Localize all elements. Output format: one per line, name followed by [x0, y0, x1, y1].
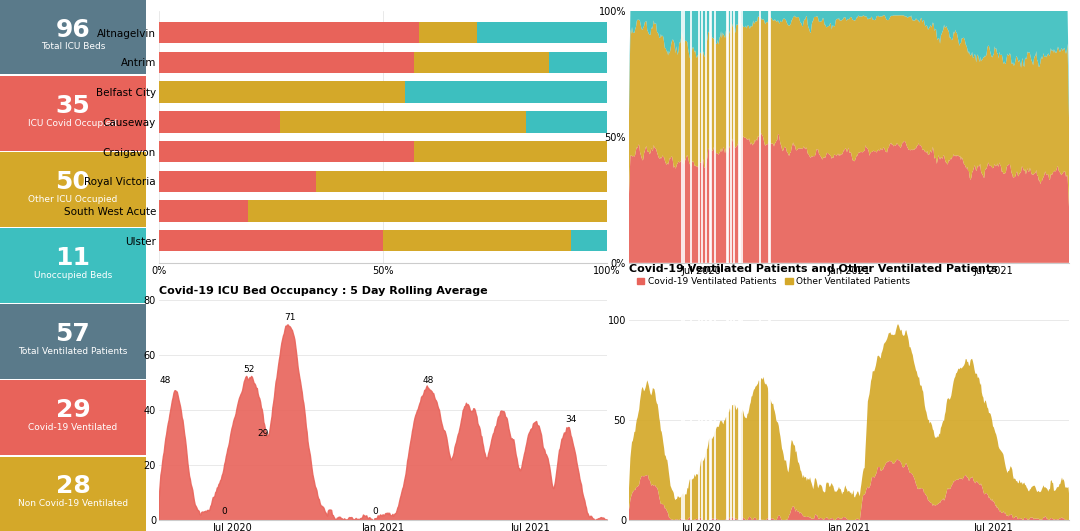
Bar: [159, 200, 248, 221]
Bar: [159, 230, 383, 251]
Text: 96: 96: [55, 18, 91, 42]
Text: 0: 0: [221, 507, 227, 516]
Bar: [159, 81, 405, 103]
Text: 29: 29: [55, 398, 91, 422]
Text: Covid-19 ICU Bed Occupancy : 5 Day Rolling Average: Covid-19 ICU Bed Occupancy : 5 Day Rolli…: [159, 286, 487, 296]
Bar: [526, 111, 607, 133]
Bar: [415, 141, 607, 162]
Text: 11: 11: [55, 246, 91, 270]
Text: Other ICU Occupied: Other ICU Occupied: [28, 194, 118, 203]
Bar: [383, 230, 571, 251]
Text: Covid-19 Ventilated Patients and Other Ventilated Patients: Covid-19 Ventilated Patients and Other V…: [629, 264, 998, 274]
Bar: [159, 141, 415, 162]
Bar: [159, 52, 415, 73]
Text: 29: 29: [258, 429, 269, 438]
FancyBboxPatch shape: [0, 0, 146, 74]
Text: 57: 57: [55, 322, 91, 346]
Bar: [419, 22, 477, 44]
Legend: Covid-19 Ventilated Patients, Other Ventilated Patients: Covid-19 Ventilated Patients, Other Vent…: [633, 273, 914, 290]
Text: 35: 35: [55, 94, 91, 118]
Text: Non Covid-19 Ventilated: Non Covid-19 Ventilated: [18, 499, 129, 508]
Text: ICU Covid Occupied: ICU Covid Occupied: [28, 118, 118, 127]
FancyBboxPatch shape: [0, 457, 146, 531]
Text: Covid-19 Ventilated: Covid-19 Ventilated: [28, 423, 118, 432]
FancyBboxPatch shape: [0, 228, 146, 303]
Bar: [315, 170, 607, 192]
Text: 48: 48: [160, 376, 171, 386]
Text: 52: 52: [243, 365, 254, 374]
Bar: [159, 111, 280, 133]
Text: 28: 28: [55, 474, 91, 498]
FancyBboxPatch shape: [0, 304, 146, 379]
Text: Total ICU Beds: Total ICU Beds: [41, 42, 105, 52]
Text: 71: 71: [284, 313, 295, 322]
Bar: [405, 81, 607, 103]
Bar: [477, 22, 607, 44]
Bar: [159, 170, 315, 192]
Text: 34: 34: [566, 415, 577, 424]
Text: 48: 48: [422, 376, 434, 386]
Text: Total Ventilated Patients: Total Ventilated Patients: [18, 347, 127, 356]
Bar: [571, 230, 607, 251]
Text: 0: 0: [373, 507, 378, 516]
Text: 50: 50: [55, 170, 91, 194]
Text: Unoccupied Beds: Unoccupied Beds: [33, 271, 112, 280]
FancyBboxPatch shape: [0, 152, 146, 227]
Bar: [415, 52, 549, 73]
Bar: [248, 200, 607, 221]
FancyBboxPatch shape: [0, 380, 146, 455]
Bar: [280, 111, 526, 133]
FancyBboxPatch shape: [0, 76, 146, 151]
Bar: [159, 22, 419, 44]
Bar: [549, 52, 607, 73]
